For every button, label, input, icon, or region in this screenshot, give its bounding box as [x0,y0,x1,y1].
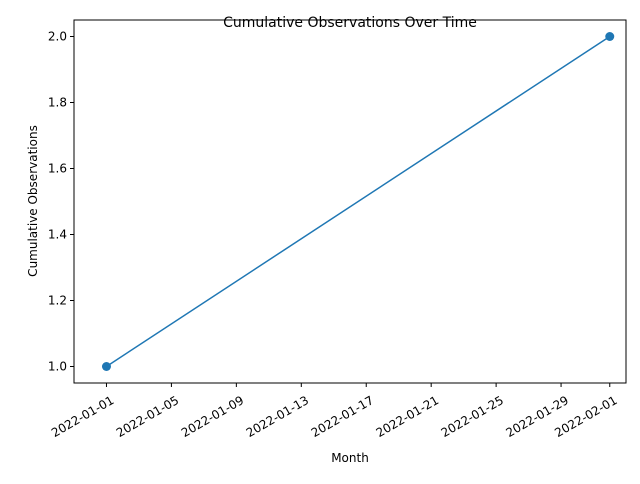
y-tick-label: 1.0 [48,360,67,374]
chart-title: Cumulative Observations Over Time [223,15,477,31]
plot-area [73,19,627,384]
data-point [101,362,111,371]
plot-frame [73,19,627,384]
y-axis-ticks: 1.0 1.2 1.4 1.6 1.8 2.0 [48,30,74,374]
x-axis-label: Month [331,451,369,465]
y-tick-label: 2.0 [48,30,67,44]
y-axis-label: Cumulative Observations [26,125,40,277]
y-tick-label: 1.8 [48,96,67,110]
y-tick-label: 1.4 [48,228,67,242]
series-line [106,35,611,368]
y-tick-label: 1.2 [48,294,67,308]
series-layer [101,32,615,371]
y-tick-label: 1.6 [48,162,67,176]
data-point [605,32,615,41]
